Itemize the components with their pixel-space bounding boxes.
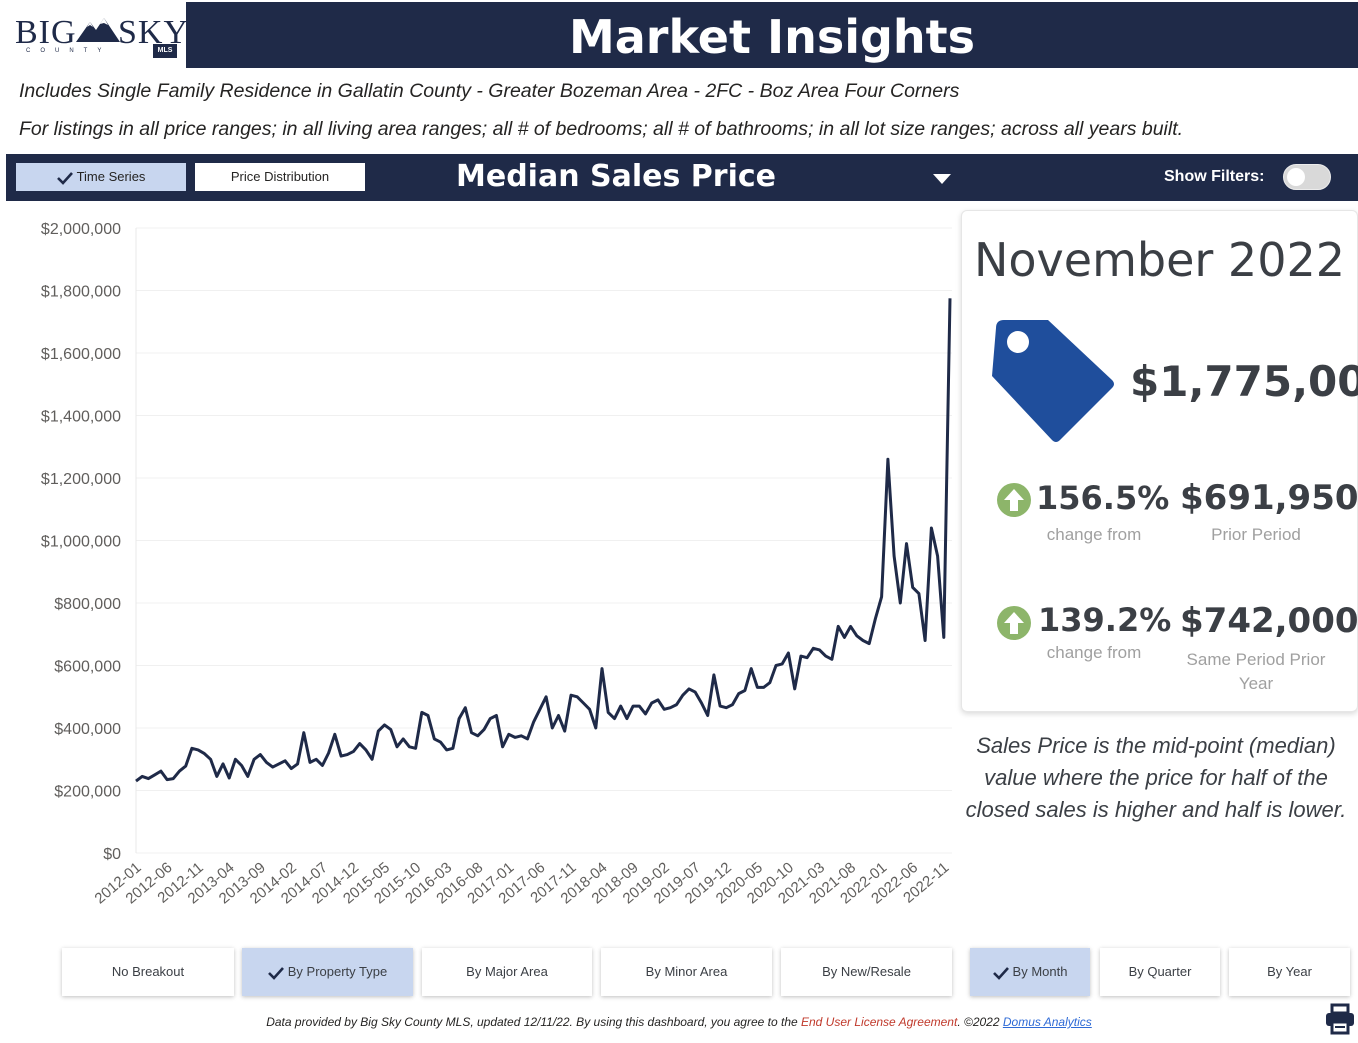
by-quarter-button[interactable]: By Quarter — [1100, 948, 1220, 996]
dropdown-caret-icon[interactable] — [933, 174, 951, 184]
by-major-area-button[interactable]: By Major Area — [422, 948, 592, 996]
median-price-line-chart: $2,000,000 $1,800,000 $1,600,000 $1,400,000… — [41, 221, 952, 907]
show-filters-label: Show Filters: — [1164, 168, 1265, 185]
checkmark-icon — [267, 966, 284, 980]
time-series-button[interactable]: Time Series — [16, 163, 186, 191]
by-minor-area-button[interactable]: By Minor Area — [601, 948, 772, 996]
time-series-label: Time Series — [76, 169, 146, 184]
up-arrow-icon — [997, 606, 1031, 640]
change-prior-pct: 156.5% — [1036, 479, 1170, 517]
toggle-knob — [1287, 168, 1305, 186]
metric-selector[interactable]: Median Sales Price — [456, 159, 776, 194]
button-label: By New/Resale — [822, 964, 911, 979]
logo-mls-badge: MLS — [153, 44, 177, 58]
button-label: By Quarter — [1128, 964, 1192, 979]
button-label: No Breakout — [111, 964, 185, 979]
mountain-icon — [76, 18, 120, 42]
no-breakout-button[interactable]: No Breakout — [62, 948, 234, 996]
show-filters-toggle[interactable] — [1283, 164, 1331, 190]
domus-analytics-link[interactable]: Domus Analytics — [1002, 1015, 1092, 1029]
price-distribution-label: Price Distribution — [230, 169, 330, 184]
checkmark-icon — [992, 966, 1009, 980]
button-label: By Year — [1267, 964, 1312, 979]
button-label: By Minor Area — [645, 964, 728, 979]
filter-description-line1: Includes Single Family Residence in Gall… — [19, 80, 960, 102]
change-year-caption: change from — [1046, 643, 1142, 662]
price-tag-icon — [992, 320, 1114, 442]
filter-description-line2: For listings in all price ranges; in all… — [19, 118, 1184, 140]
kpi-card: November 2022 $1,775,000 156.5% $691,950… — [961, 210, 1358, 712]
title-bar: Market Insights — [186, 2, 1358, 68]
eula-link[interactable]: End User License Agreement — [801, 1015, 958, 1029]
by-month-button[interactable]: By Month — [970, 948, 1090, 996]
footer-text-1: Data provided by Big Sky County MLS, upd… — [266, 1015, 801, 1029]
metric-definition: Sales Price is the mid-point (median) va… — [965, 733, 1347, 822]
change-year-pct: 139.2% — [1038, 601, 1172, 639]
y-tick-label: $200,000 — [54, 784, 121, 801]
button-label: By Major Area — [466, 964, 548, 979]
logo-text-big: BIG — [15, 14, 77, 51]
printer-icon[interactable] — [1324, 1003, 1356, 1035]
median-price-series-line — [135, 298, 952, 783]
checkmark-icon — [56, 171, 73, 185]
page-title: Market Insights — [568, 10, 976, 64]
logo-county: COUNTY — [26, 48, 112, 54]
footer-disclaimer: Data provided by Big Sky County MLS, upd… — [0, 1015, 1358, 1029]
y-tick-label: $400,000 — [54, 721, 121, 738]
prior-period-caption: Prior Period — [1211, 525, 1301, 544]
y-tick-label: $1,200,000 — [41, 471, 121, 488]
y-tick-label: $0 — [103, 846, 121, 863]
by-property-type-button[interactable]: By Property Type — [242, 948, 413, 996]
by-year-button[interactable]: By Year — [1229, 948, 1350, 996]
same-period-value: $742,000 — [1180, 601, 1358, 641]
change-prior-caption: change from — [1046, 525, 1142, 544]
button-label: By Month — [1012, 964, 1068, 979]
up-arrow-icon — [997, 483, 1031, 517]
kpi-month: November 2022 — [974, 233, 1345, 287]
y-tick-label: $1,600,000 — [41, 346, 121, 363]
y-tick-label: $600,000 — [54, 659, 121, 676]
y-tick-label: $2,000,000 — [41, 221, 121, 238]
by-new-resale-button[interactable]: By New/Resale — [781, 948, 952, 996]
price-distribution-button[interactable]: Price Distribution — [195, 163, 365, 191]
footer-text-2: . ©2022 — [957, 1015, 1003, 1029]
prior-period-value: $691,950 — [1180, 478, 1358, 518]
button-label: By Property Type — [287, 964, 388, 979]
toolbar: Time Series Price Distribution Median Sa… — [6, 154, 1358, 201]
y-tick-label: $1,000,000 — [41, 534, 121, 551]
kpi-price: $1,775,000 — [1130, 357, 1358, 406]
y-tick-label: $1,800,000 — [41, 284, 121, 301]
y-tick-label: $1,400,000 — [41, 409, 121, 426]
y-tick-label: $800,000 — [54, 596, 121, 613]
big-sky-logo: BIG SKY COUNTY MLS — [6, 2, 188, 68]
same-period-caption: Same Period Prior Year — [1186, 650, 1326, 693]
